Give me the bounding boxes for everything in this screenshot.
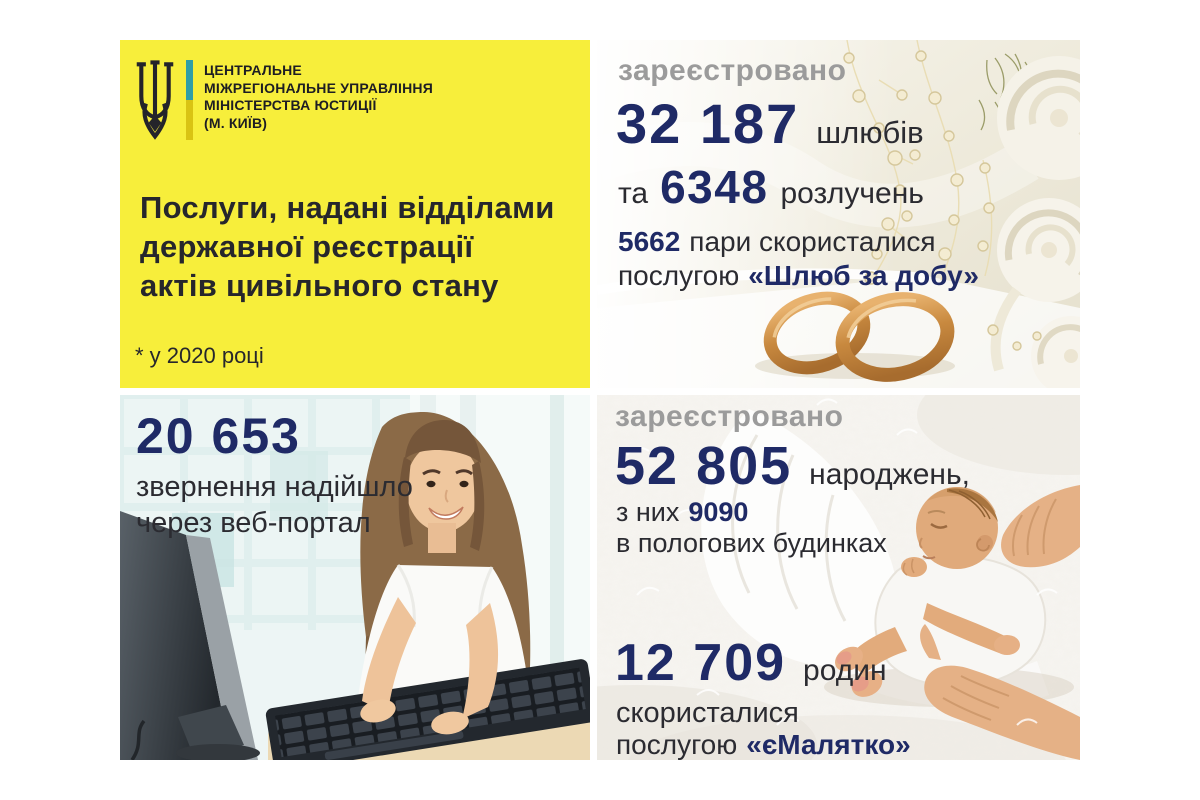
org-name-line: МІЖРЕГІОНАЛЬНЕ УПРАВЛІННЯ [204,79,433,96]
divorces-value: 6348 [660,161,769,213]
keyboard [265,659,590,760]
families-unit: родин [803,654,887,687]
express-marriage-text: пари скористалися [689,226,936,257]
families-value: 12 709 [615,634,787,692]
rug-fluff [626,398,1058,726]
page-title-line: Послуги, надані відділами [140,190,555,225]
org-name-line: МІНІСТЕРСТВА ЮСТИЦІЇ [204,97,377,113]
express-marriage-service: «Шлюб за добу» [748,260,979,291]
birth-text-overlay: зареєстровано 52 805 народжень, з них 90… [597,395,1080,760]
web-portal-panel: 20 653 звернення надійшло через веб-порт… [120,395,590,760]
marriages-value: 32 187 [616,92,800,155]
registered-label: зареєстровано [618,54,847,87]
woman-at-computer-photo [120,395,590,760]
wedding-rings [755,291,955,382]
year-footnote: * у 2020 році [135,343,264,368]
pearl-strands [843,40,1042,351]
portal-text-line1: звернення надійшло [136,471,413,503]
births-value: 52 805 [615,436,793,496]
baby-figure [835,487,1047,697]
marriages-unit: шлюбів [816,115,924,150]
page-title-line: актів цивільного стану [140,268,499,303]
monitor [120,511,260,760]
wedding-rings-photo [597,40,1080,388]
ministry-logo: ЦЕНТРАЛЬНЕ МІЖРЕГІОНАЛЬНЕ УПРАВЛІННЯ МІН… [134,56,433,142]
portal-text-line2: через веб-портал [136,507,371,539]
org-name: ЦЕНТРАЛЬНЕ МІЖРЕГІОНАЛЬНЕ УПРАВЛІННЯ МІН… [204,62,433,132]
newborn-baby-photo [597,395,1080,760]
birth-stats-panel: зареєстровано 52 805 народжень, з них 90… [597,395,1080,760]
portal-text-overlay: 20 653 звернення надійшло через веб-порт… [120,395,590,760]
white-roses [990,56,1080,388]
maternity-prefix: з них [616,497,680,527]
maternity-value: 9090 [688,497,749,527]
trident-icon [136,60,174,140]
adult-hands [920,485,1080,760]
page-title-line: державної реєстрації [140,229,474,264]
births-unit: народжень, [809,458,970,491]
registered-label: зареєстровано [615,400,844,433]
families-line2: скористалися [616,697,799,729]
portal-requests-value: 20 653 [136,408,301,464]
org-name-line: ЦЕНТРАЛЬНЕ [204,62,302,78]
divorces-unit: розлучень [780,177,924,210]
families-prefix: послугою [616,729,738,760]
marriage-text-overlay: зареєстровано 32 187 шлюбів та 6348 розл… [597,40,1080,388]
divorces-prefix: та [618,177,649,210]
page-title: Послуги, надані відділами державної реєс… [140,188,555,305]
flag-bar [186,60,193,140]
families-service: «єМалятко» [746,729,911,760]
arms-hands [360,597,499,735]
express-marriage-value: 5662 [618,226,681,257]
marriage-stats-panel: зареєстровано 32 187 шлюбів та 6348 розл… [597,40,1080,388]
maternity-line2: в пологових будинках [616,528,887,558]
org-name-line: (М. КИЇВ) [204,114,268,131]
express-marriage-prefix: послугою [618,260,740,291]
ministry-panel: ЦЕНТРАЛЬНЕ МІЖРЕГІОНАЛЬНЕ УПРАВЛІННЯ МІН… [120,40,590,388]
